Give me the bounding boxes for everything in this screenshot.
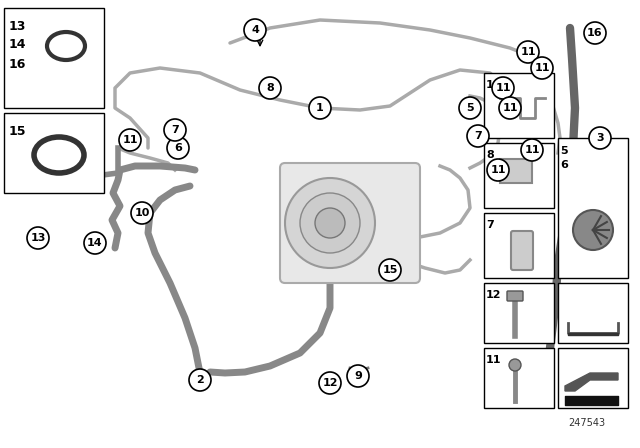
Circle shape [379,259,401,281]
Text: 11: 11 [502,103,518,113]
Text: 11: 11 [534,63,550,73]
FancyBboxPatch shape [500,159,532,183]
Text: 8: 8 [266,83,274,93]
Text: 16: 16 [9,58,26,71]
FancyBboxPatch shape [484,73,554,138]
Circle shape [315,208,345,238]
Text: 9: 9 [354,371,362,381]
Circle shape [84,232,106,254]
Text: 16: 16 [587,28,603,38]
FancyBboxPatch shape [484,213,554,278]
Text: 8: 8 [486,150,493,160]
Text: 2: 2 [196,375,204,385]
Circle shape [531,57,553,79]
Text: 11: 11 [495,83,511,93]
Text: 3: 3 [596,133,604,143]
FancyBboxPatch shape [511,231,533,270]
Circle shape [517,41,539,63]
FancyBboxPatch shape [507,291,523,301]
Text: 7: 7 [171,125,179,135]
Ellipse shape [47,32,85,60]
Text: 5: 5 [466,103,474,113]
Circle shape [584,22,606,44]
Circle shape [285,178,375,268]
Text: 12: 12 [486,290,502,300]
Text: 6: 6 [560,160,568,170]
Circle shape [27,227,49,249]
Circle shape [459,97,481,119]
Circle shape [244,19,266,41]
Text: 7: 7 [486,220,493,230]
Circle shape [119,129,141,151]
Circle shape [573,210,613,250]
Circle shape [319,372,341,394]
Text: 11: 11 [490,165,506,175]
FancyBboxPatch shape [484,143,554,208]
Text: 10: 10 [486,80,501,90]
FancyBboxPatch shape [4,8,104,108]
Text: 5: 5 [560,146,568,156]
Circle shape [589,127,611,149]
Circle shape [259,77,281,99]
Circle shape [487,159,509,181]
Circle shape [131,202,153,224]
Text: 4: 4 [251,25,259,35]
FancyBboxPatch shape [484,283,554,343]
Text: 11: 11 [486,355,502,365]
Circle shape [521,139,543,161]
Text: 6: 6 [174,143,182,153]
Circle shape [499,97,521,119]
Circle shape [509,359,521,371]
Circle shape [167,137,189,159]
Text: 1: 1 [316,103,324,113]
Text: 11: 11 [524,145,540,155]
Text: 13: 13 [9,20,26,33]
FancyBboxPatch shape [4,113,104,193]
Circle shape [300,193,360,253]
Text: 14: 14 [9,38,26,51]
Ellipse shape [34,137,84,173]
Text: 15: 15 [9,125,26,138]
Polygon shape [565,373,618,391]
FancyBboxPatch shape [558,283,628,343]
Text: 12: 12 [323,378,338,388]
Text: 15: 15 [382,265,397,275]
FancyBboxPatch shape [558,348,628,408]
FancyBboxPatch shape [280,163,420,283]
Text: 7: 7 [474,131,482,141]
Circle shape [467,125,489,147]
Text: 10: 10 [134,208,150,218]
FancyBboxPatch shape [484,348,554,408]
Circle shape [189,369,211,391]
Text: 247543: 247543 [568,418,605,428]
Circle shape [492,77,514,99]
Circle shape [347,365,369,387]
Circle shape [164,119,186,141]
Text: 13: 13 [30,233,45,243]
FancyBboxPatch shape [558,138,628,278]
Text: 11: 11 [122,135,138,145]
Text: 11: 11 [520,47,536,57]
Circle shape [309,97,331,119]
Text: 14: 14 [87,238,103,248]
